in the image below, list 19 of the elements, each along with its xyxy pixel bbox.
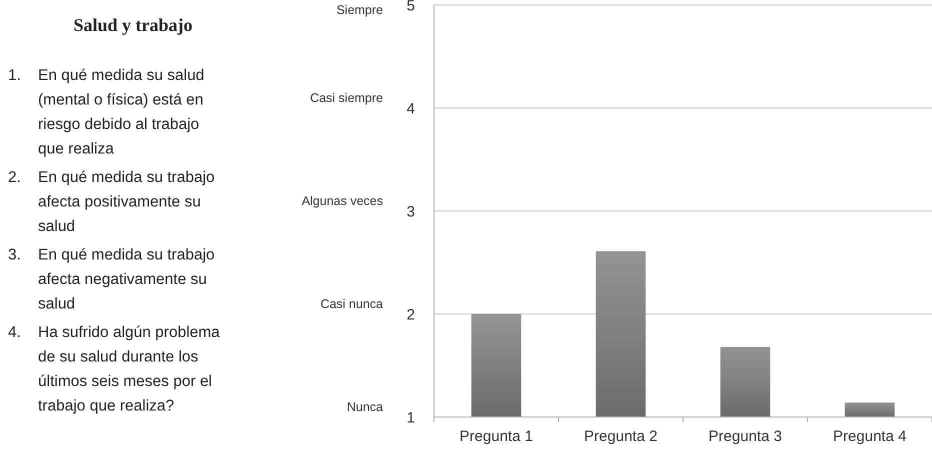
text: 2. En qué medida su trabajo afecta positivamente su salud xyxy=(8,169,215,235)
y-tick-label: 3 xyxy=(406,203,415,220)
text: 3. En qué medida su trabajo afecta negativamente su salud xyxy=(8,246,215,312)
text: Siempre xyxy=(336,3,384,17)
y-tick-label: 1 xyxy=(406,409,415,426)
text: 4. Ha sufrido algún problema de su salud durante los últimos seis meses por el trabajo que realiza? xyxy=(8,324,220,414)
text: Algunas veces xyxy=(302,194,383,208)
x-tick-label: Pregunta 2 xyxy=(584,428,658,445)
text: 1. En qué medida su salud (mental o física) está en riesgo debido al trabajo que realiza xyxy=(8,67,204,158)
y-tick-label: 5 xyxy=(406,0,415,14)
text: Casi siempre xyxy=(310,91,384,105)
x-tick-label: Pregunta 4 xyxy=(833,428,906,445)
y-tick-label: 4 xyxy=(406,100,415,118)
text: Nunca xyxy=(346,400,384,414)
y-tick-label: 2 xyxy=(406,306,415,324)
x-tick-label: Pregunta 3 xyxy=(708,428,782,445)
x-tick-label: Pregunta 1 xyxy=(460,428,533,445)
text: Casi nunca xyxy=(320,297,384,311)
text: Salud y trabajo xyxy=(73,15,193,35)
